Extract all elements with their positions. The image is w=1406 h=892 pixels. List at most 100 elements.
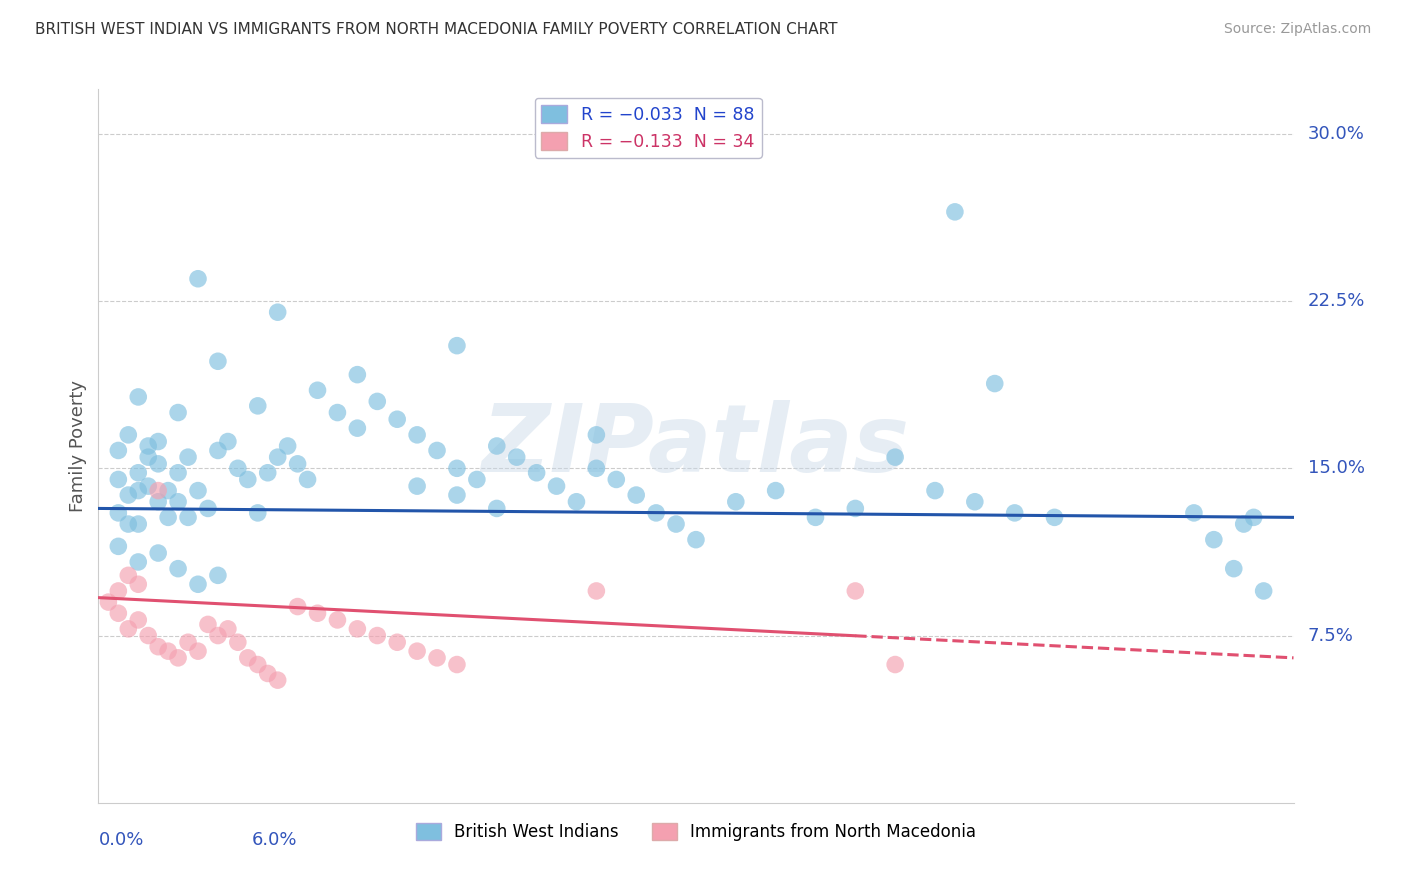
Point [107,583,129,598]
Point [127,613,149,627]
Point [127,483,149,498]
Point [1223,562,1246,576]
Legend: British West Indians, Immigrants from North Macedonia: British West Indians, Immigrants from No… [409,816,983,848]
Point [984,376,1007,391]
Point [844,501,866,516]
Point [724,494,747,508]
Point [267,305,290,319]
Point [426,443,449,458]
Point [148,546,170,560]
Point [307,384,329,398]
Point [107,506,129,520]
Point [207,443,229,458]
Point [287,599,309,614]
Point [884,450,907,464]
Point [167,494,190,508]
Point [177,450,200,464]
Point [446,461,468,475]
Point [107,443,129,458]
Point [585,427,607,442]
Point [287,457,309,471]
Point [366,628,388,642]
Point [117,427,139,442]
Point [346,622,368,636]
Point [626,488,648,502]
Point [157,510,180,524]
Point [446,488,468,502]
Text: 7.5%: 7.5% [1308,626,1354,645]
Point [136,439,159,453]
Point [207,628,229,642]
Point [117,622,139,636]
Point [117,568,139,582]
Point [107,539,129,553]
Point [963,494,986,508]
Point [765,483,787,498]
Point [207,568,229,582]
Point [884,657,907,672]
Point [148,483,170,498]
Point [226,635,249,649]
Point [267,450,290,464]
Text: 30.0%: 30.0% [1308,125,1365,143]
Point [1253,583,1275,598]
Point [546,479,568,493]
Point [187,271,209,285]
Point [1004,506,1026,520]
Point [148,640,170,654]
Text: 22.5%: 22.5% [1308,292,1365,310]
Point [246,657,269,672]
Point [406,479,429,493]
Point [526,466,548,480]
Point [1182,506,1205,520]
Point [297,472,319,486]
Point [217,434,239,449]
Point [127,466,149,480]
Text: 6.0%: 6.0% [252,831,298,849]
Y-axis label: Family Poverty: Family Poverty [69,380,87,512]
Point [187,644,209,658]
Point [645,506,668,520]
Point [136,479,159,493]
Point [246,506,269,520]
Point [326,405,349,419]
Point [406,427,429,442]
Point [148,434,170,449]
Point [366,394,388,409]
Point [127,516,149,531]
Point [236,651,259,665]
Point [97,595,120,609]
Point [256,666,278,681]
Point [943,204,966,219]
Point [1233,516,1256,531]
Point [506,450,529,464]
Text: ZIPatlas: ZIPatlas [482,400,910,492]
Point [107,607,129,621]
Point [267,673,290,687]
Point [157,483,180,498]
Point [167,466,190,480]
Point [236,472,259,486]
Text: BRITISH WEST INDIAN VS IMMIGRANTS FROM NORTH MACEDONIA FAMILY POVERTY CORRELATIO: BRITISH WEST INDIAN VS IMMIGRANTS FROM N… [35,22,838,37]
Point [346,368,368,382]
Point [446,657,468,672]
Point [177,510,200,524]
Point [187,577,209,591]
Point [465,472,488,486]
Point [665,516,688,531]
Text: 0.0%: 0.0% [98,831,143,849]
Point [148,494,170,508]
Point [246,399,269,413]
Point [406,644,429,658]
Point [127,390,149,404]
Point [385,635,409,649]
Point [307,607,329,621]
Point [924,483,946,498]
Point [277,439,299,453]
Point [605,472,627,486]
Text: Source: ZipAtlas.com: Source: ZipAtlas.com [1223,22,1371,37]
Point [326,613,349,627]
Point [256,466,278,480]
Point [197,501,219,516]
Point [127,555,149,569]
